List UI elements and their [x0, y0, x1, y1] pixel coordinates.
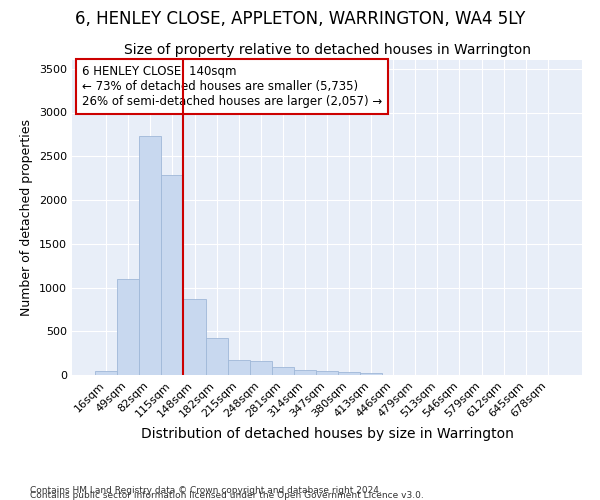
- Bar: [316, 370, 338, 375]
- Text: 6, HENLEY CLOSE, APPLETON, WARRINGTON, WA4 5LY: 6, HENLEY CLOSE, APPLETON, WARRINGTON, W…: [75, 10, 525, 28]
- Bar: [95, 371, 117, 375]
- Bar: [272, 367, 294, 375]
- Bar: [117, 279, 139, 375]
- Bar: [360, 373, 382, 375]
- Bar: [184, 299, 206, 375]
- Text: Contains public sector information licensed under the Open Government Licence v3: Contains public sector information licen…: [30, 491, 424, 500]
- Bar: [161, 174, 184, 375]
- Text: Contains HM Land Registry data © Crown copyright and database right 2024.: Contains HM Land Registry data © Crown c…: [30, 486, 382, 495]
- Text: 6 HENLEY CLOSE: 140sqm
← 73% of detached houses are smaller (5,735)
26% of semi-: 6 HENLEY CLOSE: 140sqm ← 73% of detached…: [82, 64, 382, 108]
- Y-axis label: Number of detached properties: Number of detached properties: [20, 119, 34, 316]
- X-axis label: Distribution of detached houses by size in Warrington: Distribution of detached houses by size …: [140, 427, 514, 441]
- Bar: [227, 360, 250, 375]
- Bar: [139, 136, 161, 375]
- Bar: [294, 370, 316, 375]
- Bar: [206, 338, 227, 375]
- Bar: [250, 361, 272, 375]
- Title: Size of property relative to detached houses in Warrington: Size of property relative to detached ho…: [124, 44, 530, 58]
- Bar: [338, 372, 360, 375]
